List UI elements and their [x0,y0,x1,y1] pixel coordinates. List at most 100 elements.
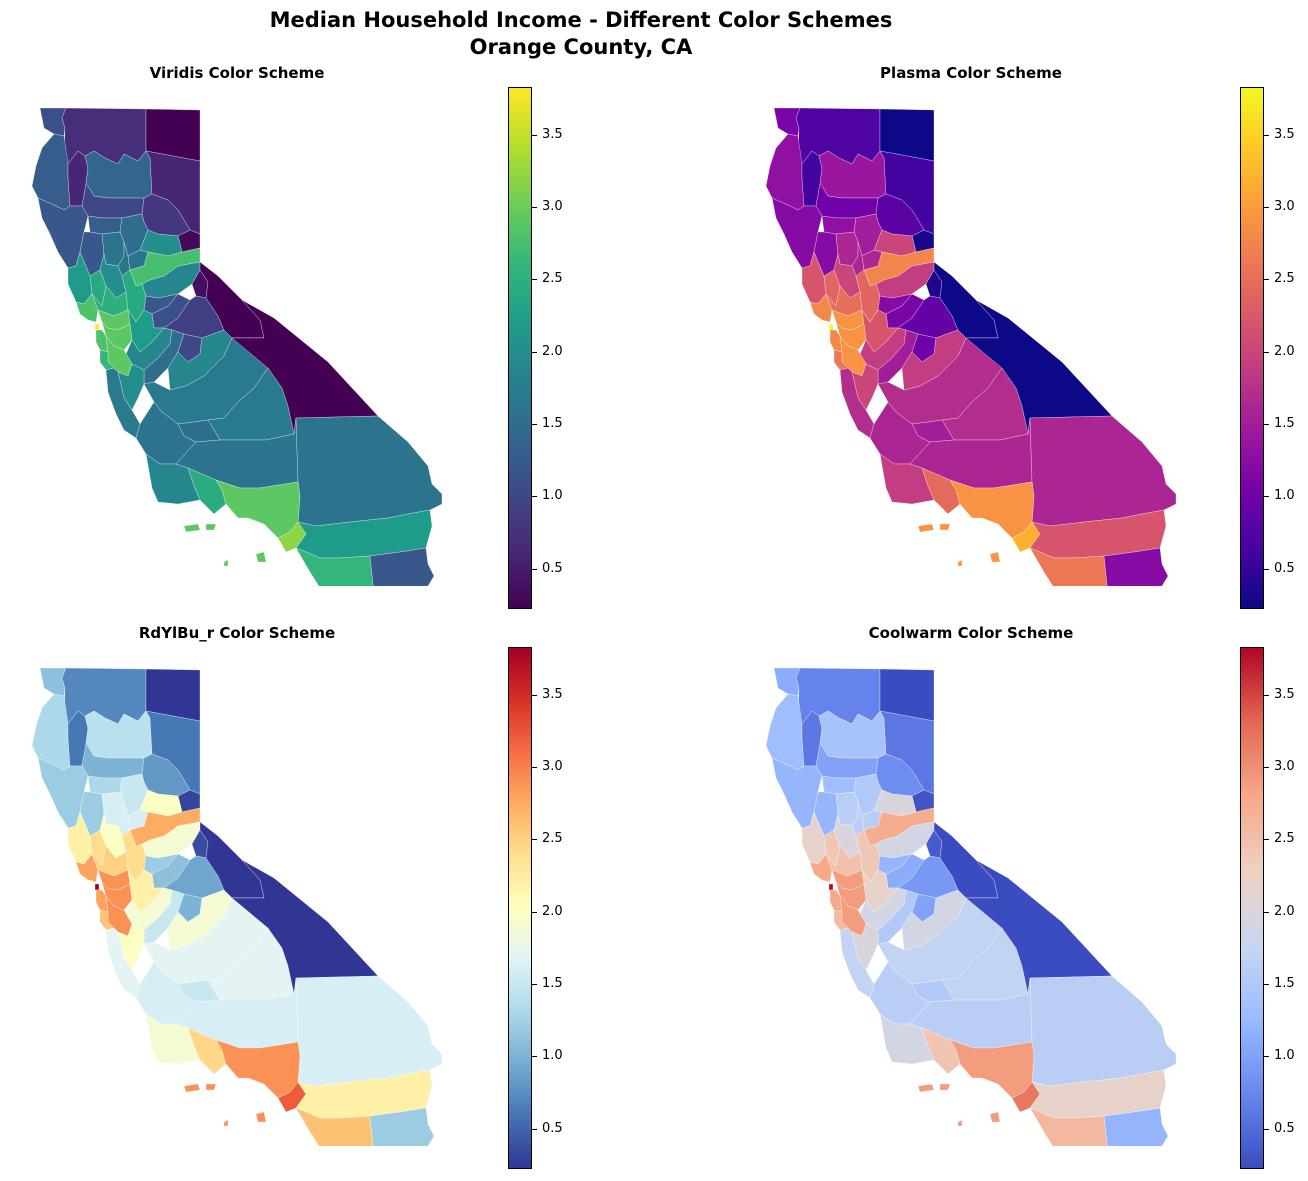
county-humboldt [765,693,805,771]
tick-mark [532,351,537,353]
colorbar [1240,647,1264,1169]
tick-label: 0.5 [542,1120,563,1136]
tick-label: 2.5 [1274,831,1295,847]
tick-label: 3.0 [1274,199,1295,214]
tick-label: 2.0 [542,903,563,919]
county-marin [75,293,99,323]
county-del-norte [39,667,67,697]
county-marin [75,853,99,883]
county-glenn [821,775,857,795]
county-glenn [87,215,123,235]
tick-mark [532,983,537,985]
county-imperial [1103,547,1169,586]
county-glenn [821,215,857,235]
tick-mark [532,568,537,570]
county-los-angeles [949,479,1035,539]
tick-label: 0.5 [1274,560,1295,576]
county-channel-islands [917,523,1001,586]
tick-mark [532,207,537,208]
tick-mark [532,134,537,136]
tick-mark [1264,351,1269,353]
panel-rdylbu: RdYlBu_r Color Scheme 0.5 1.0 1.5 2.0 2.5 3.0… [0,620,654,1180]
panel-coolwarm: Coolwarm Color Scheme 0.5 1.0 1.5 2.0 2.5 3.0… [654,620,1308,1180]
county-san-francisco [828,323,834,331]
tick-mark [1264,134,1269,136]
county-channel-islands [917,1083,1001,1146]
county-san-bernardino [295,415,443,527]
county-glenn [87,775,123,795]
panel-title: Viridis Color Scheme [149,64,325,82]
county-del-norte [39,107,67,137]
county-channel-islands [183,523,267,586]
tick-label: 2.5 [1274,271,1295,287]
tick-mark [1264,279,1269,281]
tick-label: 2.0 [1274,903,1295,919]
tick-mark [532,694,537,696]
tick-label: 3.0 [1274,759,1295,774]
tick-label: 3.5 [542,686,563,702]
california-map [31,667,443,1146]
tick-mark [532,767,537,768]
tick-mark [1264,496,1269,498]
tick-label: 2.5 [542,831,563,847]
california-map [31,107,443,586]
county-marin [809,293,833,323]
tick-label: 3.5 [1274,686,1295,702]
county-san-bernardino [1029,415,1177,527]
panel-title: Plasma Color Scheme [880,64,1062,82]
tick-mark [532,1056,537,1058]
county-imperial [1103,1107,1169,1146]
county-del-norte [773,107,801,137]
colorbar-ticks: 0.5 1.0 1.5 2.0 2.5 3.0 3.5 [532,87,592,609]
tick-label: 2.0 [1274,343,1295,359]
tick-label: 2.0 [542,343,563,359]
tick-mark [1264,1128,1269,1130]
tick-mark [532,423,537,425]
county-san-francisco [94,323,100,331]
county-san-bernardino [1029,975,1177,1087]
tick-mark [532,279,537,281]
california-map [765,667,1177,1146]
tick-label: 0.5 [1274,1120,1295,1136]
tick-mark [532,911,537,913]
tick-mark [1264,207,1269,208]
tick-mark [1264,839,1269,841]
tick-mark [532,839,537,841]
panel-title: RdYlBu_r Color Scheme [138,624,336,642]
county-san-francisco [94,883,100,891]
tick-label: 2.5 [542,271,563,287]
tick-mark [1264,694,1269,696]
tick-label: 0.5 [542,560,563,576]
tick-label: 3.5 [1274,126,1295,142]
colorbar-ticks: 0.5 1.0 1.5 2.0 2.5 3.0 3.5 [532,647,592,1169]
tick-mark [1264,1056,1269,1058]
tick-label: 1.0 [1274,1048,1295,1064]
tick-label: 1.0 [542,1048,563,1064]
tick-mark [1264,423,1269,425]
county-humboldt [31,133,71,211]
panel-viridis: Viridis Color Scheme 0.5 1.0 1.5 2.0 2.5 3.0 3… [0,60,654,620]
county-humboldt [765,133,805,211]
tick-mark [1264,568,1269,570]
tick-label: 3.5 [542,126,563,142]
california-map [765,107,1177,586]
county-los-angeles [215,1039,301,1099]
panel-title: Coolwarm Color Scheme [868,624,1074,642]
tick-label: 3.0 [542,759,563,774]
panel-plasma: Plasma Color Scheme 0.5 1.0 1.5 2.0 2.5 3.0 3.… [654,60,1308,620]
colorbar [508,87,532,609]
colorbar [508,647,532,1169]
county-marin [809,853,833,883]
tick-label: 1.5 [1274,415,1295,431]
county-channel-islands [183,1083,267,1146]
tick-mark [1264,911,1269,913]
tick-mark [532,496,537,498]
county-del-norte [773,667,801,697]
county-los-angeles [215,479,301,539]
tick-label: 1.5 [542,975,563,991]
colorbar-ticks: 0.5 1.0 1.5 2.0 2.5 3.0 3.5 [1264,87,1308,609]
tick-label: 1.0 [1274,488,1295,504]
tick-mark [532,1128,537,1130]
tick-label: 1.5 [1274,975,1295,991]
tick-mark [1264,983,1269,985]
